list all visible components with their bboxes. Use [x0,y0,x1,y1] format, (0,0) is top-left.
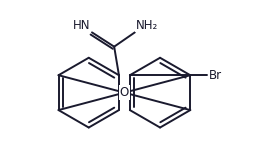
Text: O: O [120,86,129,99]
Text: HN: HN [73,19,91,32]
Text: Br: Br [209,69,222,82]
Text: NH₂: NH₂ [136,19,158,32]
